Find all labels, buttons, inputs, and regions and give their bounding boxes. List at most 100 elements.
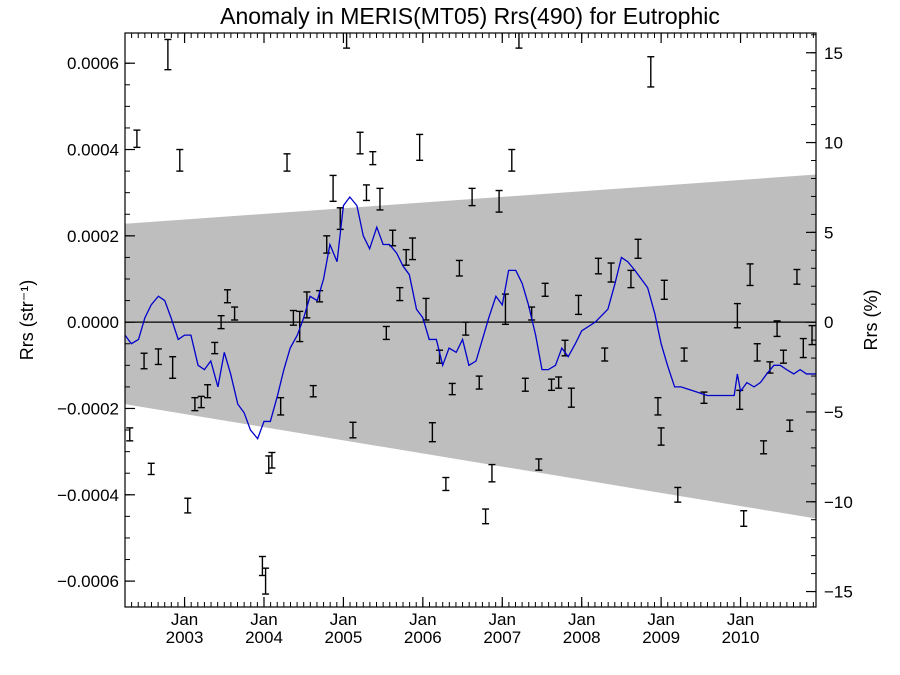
error-bar <box>680 347 688 362</box>
error-bar <box>515 33 523 49</box>
error-bar <box>416 133 424 162</box>
error-bar <box>204 384 212 399</box>
x-tick-label-year: 2008 <box>563 628 601 647</box>
error-bar <box>733 302 741 329</box>
error-bar <box>657 427 665 446</box>
axes-group: 0.0006 0.0004 0.0002 0.0000 −0.0002 −0.0004 −0… <box>57 33 853 647</box>
error-bar <box>442 476 450 492</box>
error-bar <box>197 395 205 409</box>
errorbar-group <box>126 33 816 595</box>
error-bar <box>760 440 768 455</box>
plot-frame <box>124 32 817 608</box>
x-tick-label-month: Jan <box>489 610 516 629</box>
y-tick-label-left: −0.0006 <box>57 572 119 591</box>
error-bar <box>786 419 794 433</box>
error-bar <box>296 310 304 343</box>
error-bar <box>223 289 231 304</box>
error-bar <box>356 131 364 155</box>
x-tick-label-month: Jan <box>568 610 595 629</box>
error-bar <box>349 421 357 439</box>
y-tick-label-right: 15 <box>824 44 843 63</box>
error-bar <box>258 555 266 577</box>
error-bar <box>555 376 563 389</box>
x-tick-label-month: Jan <box>330 610 357 629</box>
error-bar <box>495 189 503 213</box>
error-bar <box>575 294 583 316</box>
error-bar <box>535 458 543 471</box>
error-bar <box>799 337 807 359</box>
error-bar <box>455 259 463 277</box>
error-bar <box>133 129 141 149</box>
error-bar <box>211 341 219 355</box>
error-bar <box>462 321 470 336</box>
error-bar <box>501 293 509 326</box>
error-bar <box>169 355 177 379</box>
error-bar <box>277 396 285 416</box>
x-tick-label-year: 2005 <box>325 628 363 647</box>
error-bar <box>283 153 291 172</box>
error-bar <box>521 377 529 392</box>
error-bar <box>176 148 184 172</box>
error-bar <box>607 262 615 283</box>
error-bar <box>475 375 483 390</box>
y-tick-label-right: −15 <box>824 583 853 602</box>
uncertainty-band <box>125 174 816 519</box>
error-bar <box>793 268 801 285</box>
error-bar <box>140 352 148 370</box>
error-bar <box>217 314 225 330</box>
error-bar <box>329 174 337 203</box>
error-bar <box>428 422 436 443</box>
x-tick-label-year: 2007 <box>483 628 521 647</box>
error-bar <box>746 263 754 287</box>
error-bar <box>323 235 331 254</box>
error-bar <box>740 510 748 527</box>
error-bar <box>268 451 276 469</box>
error-bar <box>396 286 404 302</box>
error-bar <box>382 325 390 341</box>
x-tick-label-year: 2009 <box>642 628 680 647</box>
error-bar <box>147 462 155 476</box>
error-bar <box>634 238 642 259</box>
error-bar <box>753 343 761 362</box>
y-tick-label-right: −5 <box>824 403 843 422</box>
error-bar <box>448 382 456 396</box>
error-bar <box>402 248 410 266</box>
error-bar <box>409 237 417 261</box>
error-bar <box>674 486 682 503</box>
y-tick-label-left: 0.0006 <box>67 54 119 73</box>
error-bar <box>779 349 787 364</box>
error-bar <box>262 567 270 595</box>
error-bar <box>468 187 476 207</box>
error-bar <box>548 378 556 392</box>
error-bar <box>289 309 297 326</box>
x-tick-label-month: Jan <box>647 610 674 629</box>
y-tick-label-left: 0.0002 <box>67 227 119 246</box>
y-tick-label-left: −0.0002 <box>57 399 119 418</box>
x-tick-label-year: 2006 <box>404 628 442 647</box>
error-bar <box>154 348 162 366</box>
error-bar <box>369 150 377 166</box>
error-bar <box>773 320 781 338</box>
error-bar <box>660 279 668 300</box>
y-tick-label-right: 5 <box>824 223 833 242</box>
x-tick-label-month: Jan <box>409 610 436 629</box>
error-bar <box>541 282 549 297</box>
error-bar <box>601 347 609 362</box>
x-tick-label-month: Jan <box>171 610 198 629</box>
y-tick-label-left: 0.0004 <box>67 141 119 160</box>
error-bar <box>567 387 575 408</box>
x-tick-label-month: Jan <box>727 610 754 629</box>
error-bar <box>309 384 317 398</box>
y-tick-label-right: 10 <box>824 134 843 153</box>
error-bar <box>184 497 192 514</box>
y-tick-label-left: 0.0000 <box>67 313 119 332</box>
y-axis-label-right: Rrs (%) <box>861 290 881 351</box>
y-axis-label-left: Rrs (str⁻¹) <box>17 280 37 360</box>
error-bar <box>362 184 370 202</box>
error-bar <box>654 396 662 416</box>
y-tick-label-left: −0.0004 <box>57 486 119 505</box>
error-bar <box>627 269 635 289</box>
y-tick-label-right: −10 <box>824 493 853 512</box>
error-bar <box>594 257 602 275</box>
